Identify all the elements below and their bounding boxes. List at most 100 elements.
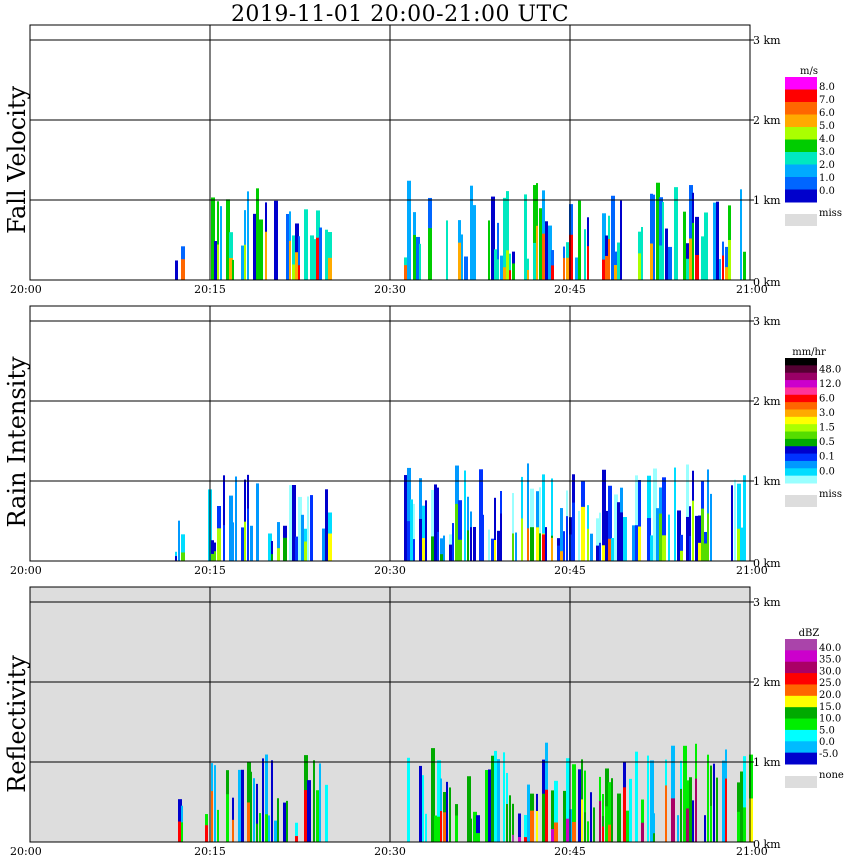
echo-cell <box>431 748 435 842</box>
colorbar-label: 48.0 <box>819 365 841 376</box>
echo-cell <box>665 785 667 842</box>
colorbar-label: 7.0 <box>819 95 835 106</box>
echo-cell <box>731 485 733 561</box>
echo-cell <box>452 540 454 561</box>
echo-cell <box>722 760 726 842</box>
echo-cell <box>310 256 314 280</box>
colorbar-swatch <box>785 380 817 388</box>
echo-cell <box>605 255 609 280</box>
colorbar-label: 25.0 <box>819 678 841 689</box>
echo-cell <box>626 810 629 842</box>
echo-cell <box>491 801 495 842</box>
echo-cell <box>560 508 563 561</box>
echo-cell <box>407 467 411 561</box>
panel-1-colorbar: m/s8.0 7.0 6.0 5.0 4.0 3.0 2.0 1.0 0.0 miss <box>785 66 842 226</box>
panel-2-ytick: 2 km <box>753 395 781 408</box>
echo-cell <box>256 823 258 842</box>
echo-cell <box>659 197 663 280</box>
echo-cell <box>325 489 328 561</box>
echo-cell <box>569 534 573 561</box>
echo-cell <box>596 545 599 561</box>
colorbar-label: 5.0 <box>819 725 835 736</box>
echo-cell <box>551 537 553 561</box>
colorbar-label: 6.0 <box>819 108 835 119</box>
chart-title: 2019-11-01 20:00-21:00 UTC <box>230 2 570 27</box>
colorbar-swatch <box>785 372 817 381</box>
echo-cell <box>539 533 541 561</box>
colorbar-swatch <box>785 650 817 663</box>
colorbar-label: 35.0 <box>819 655 841 666</box>
echo-cell <box>292 235 295 280</box>
echo-cell <box>680 534 683 561</box>
echo-cell <box>413 539 415 561</box>
panel-2-xtick: 20:30 <box>374 564 406 577</box>
echo-cell <box>686 464 689 561</box>
echo-cell <box>247 508 249 561</box>
echo-cell <box>638 480 641 561</box>
echo-cell <box>530 527 534 561</box>
echo-cell <box>623 787 626 842</box>
echo-cell <box>328 232 332 280</box>
echo-cell <box>653 194 655 280</box>
echo-cell <box>241 527 244 561</box>
echo-cell <box>506 191 509 280</box>
colorbar-swatch <box>785 127 817 140</box>
echo-cell <box>449 544 452 561</box>
echo-cell <box>602 259 606 280</box>
echo-cell <box>253 213 256 280</box>
echo-cell <box>205 825 208 842</box>
echo-cell <box>605 806 609 842</box>
colorbar-label: 30.0 <box>819 666 841 677</box>
echo-cell <box>518 837 521 842</box>
colorbar-label: 0.0 <box>819 737 835 748</box>
panel-3-xtick: 20:45 <box>554 845 586 858</box>
echo-cell <box>704 543 708 561</box>
echo-cell <box>440 538 444 561</box>
echo-cell <box>422 775 424 842</box>
echo-cell <box>286 800 288 842</box>
echo-cell <box>563 257 565 280</box>
echo-cell <box>232 522 234 561</box>
echo-cell <box>563 790 567 842</box>
panel-2-echoes <box>175 463 746 561</box>
echo-cell <box>295 836 298 842</box>
colorbar-label: 20.0 <box>819 690 841 701</box>
echo-cell <box>214 551 216 561</box>
echo-cell <box>647 755 649 842</box>
colorbar-label: 10.0 <box>819 714 841 725</box>
echo-cell <box>509 270 511 280</box>
echo-cell <box>298 496 302 561</box>
echo-cell <box>464 256 468 280</box>
echo-cell <box>214 241 217 280</box>
echo-cell <box>467 776 471 842</box>
echo-cell <box>671 798 675 842</box>
echo-cell <box>229 232 233 280</box>
echo-cell <box>740 189 742 280</box>
echo-cell <box>226 794 229 842</box>
echo-cell <box>404 265 407 280</box>
echo-cell <box>211 791 213 842</box>
panel-3: 20:00 20:15 20:30 20:45 21:000 km 1 km 2 km 3 k… <box>10 586 844 858</box>
echo-cell <box>566 257 569 280</box>
colorbar-swatch <box>785 639 817 651</box>
echo-cell <box>223 525 225 561</box>
panel-2-ytick: 0 km <box>753 557 781 570</box>
echo-cell <box>289 240 291 280</box>
colorbar-swatch <box>785 460 817 469</box>
echo-cell <box>707 513 709 561</box>
echo-cell <box>536 225 538 280</box>
echo-cell <box>458 242 461 280</box>
echo-cell <box>494 750 497 842</box>
echo-cell <box>674 187 678 280</box>
echo-cell <box>446 220 448 280</box>
echo-cell <box>578 510 580 561</box>
echo-cell <box>701 236 705 280</box>
echo-cell <box>434 484 437 561</box>
echo-cell <box>737 811 740 842</box>
echo-cell <box>680 550 683 561</box>
echo-cell <box>295 536 298 561</box>
echo-cell <box>650 760 654 842</box>
echo-cell <box>737 483 741 561</box>
colorbar-swatch <box>785 673 817 685</box>
echo-cell <box>524 194 527 280</box>
